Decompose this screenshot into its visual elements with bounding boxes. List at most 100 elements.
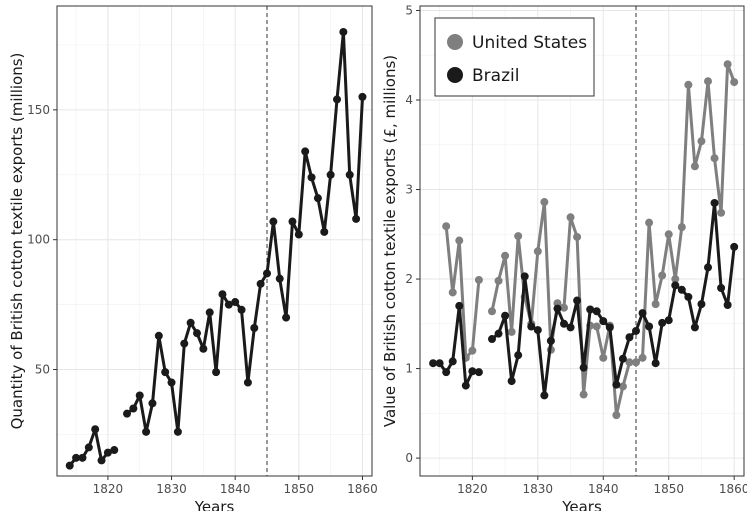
data-point	[288, 217, 297, 226]
data-point	[553, 304, 562, 313]
data-point	[514, 232, 523, 241]
data-point	[658, 271, 667, 280]
data-point	[730, 242, 739, 251]
data-point	[455, 301, 464, 310]
data-point	[579, 363, 588, 372]
data-point	[573, 296, 582, 305]
data-point	[282, 313, 291, 322]
data-point	[533, 326, 542, 335]
data-point	[448, 357, 457, 366]
y-axis-label: Quantity of British cotton textile expor…	[8, 53, 26, 430]
series-line	[444, 226, 481, 360]
data-point	[320, 227, 329, 236]
data-point	[684, 292, 693, 301]
data-point	[501, 311, 510, 320]
y-tick-label: 50	[35, 363, 50, 377]
data-point	[123, 409, 131, 418]
data-point	[358, 92, 367, 101]
data-point	[345, 170, 354, 179]
x-tick-label: 1820	[93, 482, 124, 496]
data-point	[638, 309, 647, 318]
data-point	[167, 378, 176, 387]
series-united-states	[442, 60, 739, 420]
data-point	[540, 391, 549, 400]
series-brazil	[429, 198, 739, 400]
data-point	[507, 327, 516, 336]
data-point	[173, 427, 182, 436]
data-point	[664, 316, 673, 325]
x-tick-label: 1820	[457, 482, 488, 496]
x-tick-label: 1850	[284, 482, 315, 496]
data-point	[546, 336, 555, 345]
panel-border	[419, 5, 745, 477]
legend-label: United States	[472, 33, 587, 53]
x-axis-label: Years	[561, 498, 602, 511]
data-point	[533, 247, 542, 256]
data-point	[65, 461, 74, 470]
data-point	[294, 230, 303, 239]
y-tick-label: 5	[405, 3, 413, 17]
data-point	[697, 300, 706, 309]
x-axis-label: Years	[194, 498, 235, 511]
data-point	[468, 367, 477, 376]
data-point	[507, 377, 516, 386]
data-point	[429, 359, 438, 368]
data-point	[78, 453, 87, 462]
data-point	[520, 272, 529, 281]
data-point	[618, 382, 627, 391]
series-0	[65, 27, 367, 470]
x-tick-label: 1850	[653, 482, 684, 496]
data-point	[612, 380, 621, 389]
data-point	[313, 194, 322, 203]
data-point	[263, 269, 271, 278]
data-point	[84, 443, 93, 452]
data-point	[442, 222, 451, 231]
data-point	[651, 359, 660, 368]
data-point	[527, 322, 536, 331]
y-tick-label: 3	[405, 183, 413, 197]
data-point	[730, 78, 739, 87]
data-point	[243, 378, 252, 387]
data-point	[717, 208, 726, 217]
data-point	[658, 318, 667, 327]
data-point	[645, 322, 654, 331]
data-point	[333, 95, 341, 104]
data-point	[710, 154, 719, 163]
data-point	[91, 425, 100, 434]
data-point	[224, 300, 233, 309]
data-point	[638, 353, 647, 362]
data-point	[566, 323, 575, 332]
data-point	[560, 303, 568, 312]
data-point	[468, 346, 477, 355]
data-point	[275, 274, 284, 283]
x-tick-label: 1840	[220, 482, 251, 496]
x-tick-label: 1860	[719, 482, 747, 496]
series-line	[490, 62, 736, 417]
data-point	[448, 288, 457, 297]
x-tick-label: 1830	[523, 482, 554, 496]
data-point	[212, 368, 221, 377]
legend-marker	[447, 67, 463, 83]
data-point	[205, 308, 214, 317]
data-point	[645, 218, 654, 227]
data-point	[540, 198, 549, 207]
data-point	[237, 305, 246, 314]
data-point	[193, 329, 201, 338]
data-point	[632, 358, 640, 367]
data-point	[632, 326, 640, 335]
data-point	[218, 290, 227, 299]
data-point	[103, 448, 112, 457]
data-point	[148, 399, 157, 408]
data-point	[269, 217, 278, 226]
data-point	[501, 251, 510, 260]
y-tick-label: 2	[405, 272, 413, 286]
data-point	[690, 162, 699, 171]
quantity-chart-panel: 1820 1830 1840 1850 1860 50 100 150 Years Quantit…	[8, 5, 378, 511]
data-point	[72, 453, 81, 462]
data-point	[664, 230, 673, 239]
data-point	[301, 147, 310, 156]
data-point	[339, 27, 348, 36]
data-point	[697, 137, 706, 146]
y-tick-label: 1	[405, 362, 413, 376]
data-point	[250, 323, 259, 332]
